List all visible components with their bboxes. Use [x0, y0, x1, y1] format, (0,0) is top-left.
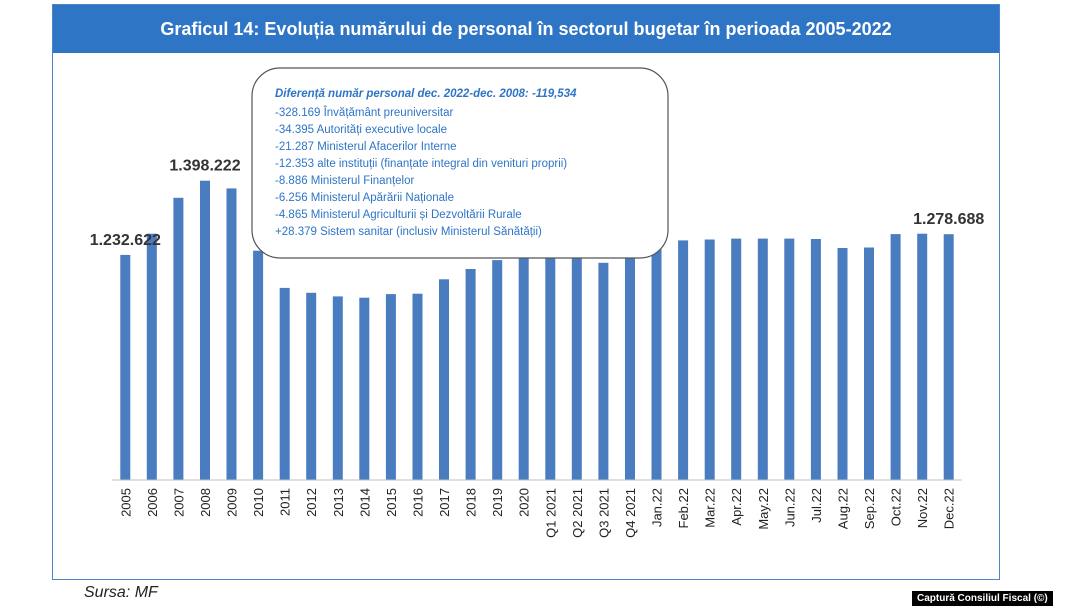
- x-tick-label: 2007: [171, 488, 186, 517]
- annotation-header: Diferență număr personal dec. 2022-dec. …: [275, 88, 577, 100]
- bar-dec-22: [943, 234, 954, 480]
- bar-oct-22: [890, 234, 901, 480]
- x-tick-label: Q1 2021: [543, 488, 558, 538]
- bar-2012: [306, 292, 317, 480]
- x-tick-label: 2006: [145, 488, 160, 517]
- bar-q1-2021: [545, 254, 556, 480]
- x-tick-label: Q2 2021: [570, 488, 585, 538]
- x-tick-label: Feb.22: [676, 488, 691, 528]
- bar-sep-22: [864, 247, 874, 480]
- x-tick-label: 2013: [331, 488, 346, 517]
- x-tick-label: 2018: [464, 488, 479, 517]
- annotation-line: -12.353 alte instituții (finanțate integ…: [275, 158, 567, 170]
- x-tick-label: Aug.22: [836, 488, 851, 529]
- bar-aug-22: [837, 248, 848, 480]
- bar-2006: [146, 233, 157, 480]
- annotation-frame: [251, 67, 669, 259]
- bar-mar-22: [704, 239, 715, 480]
- photo-credit: Captură Consiliul Fiscal (©): [912, 591, 1053, 606]
- x-tick-label: Mar.22: [703, 488, 718, 528]
- bar-may-22: [757, 238, 768, 480]
- bar-2019: [492, 260, 503, 480]
- x-tick-label: 2019: [490, 488, 505, 517]
- x-tick-label: Nov.22: [915, 488, 930, 528]
- x-tick-label: Jul.22: [809, 488, 824, 523]
- x-tick-label: 2020: [517, 488, 532, 517]
- x-tick-label: 2015: [384, 488, 399, 517]
- data-label: 1.398.222: [169, 158, 240, 175]
- annotation-line: -4.865 Ministerul Agriculturii și Dezvol…: [275, 209, 522, 221]
- annotation-line: -21.287 Ministerul Afacerilor Interne: [275, 141, 457, 153]
- bar-2016: [412, 293, 423, 480]
- bar-q4-2021: [625, 243, 635, 480]
- bar-2010: [253, 250, 264, 480]
- x-tick-label: Sep.22: [862, 488, 877, 529]
- bar-jan-22: [651, 239, 662, 480]
- source-note: Sursa: MF: [84, 584, 158, 601]
- x-tick-label: Apr.22: [729, 488, 744, 526]
- annotation-line: +28.379 Sistem sanitar (inclusiv Ministe…: [275, 226, 542, 238]
- x-tick-label: Q4 2021: [623, 488, 638, 538]
- tick-labels-group: 2005 2006 2007 2008 2009 2010 2011 2012 2013 2014…: [118, 488, 956, 538]
- annotation-line: -328.169 Învățământ preuniversitar: [275, 106, 454, 119]
- x-tick-label: May.22: [756, 488, 771, 530]
- annotation-line: -8.886 Ministerul Finanțelor: [275, 175, 415, 187]
- annotation-line: -6.256 Ministerul Apărării Naționale: [275, 192, 454, 204]
- bar-2014: [359, 297, 370, 480]
- annotation-box: Diferență număr personal dec. 2022-dec. …: [251, 67, 669, 259]
- bar-nov-22: [917, 233, 928, 480]
- bar-2007: [173, 197, 184, 481]
- chart-title: Graficul 14: Evoluția numărului de perso…: [53, 5, 999, 53]
- x-tick-label: 2014: [357, 488, 372, 517]
- bar-apr-22: [731, 238, 742, 480]
- annotation-line: -34.395 Autorități executive locale: [275, 124, 447, 136]
- bar-2005: [120, 254, 131, 480]
- bars-group: [120, 180, 954, 481]
- bar-feb-22: [678, 240, 689, 480]
- bar-2020: [518, 255, 529, 480]
- x-tick-label: Q3 2021: [596, 488, 611, 538]
- x-tick-label: 2009: [225, 488, 240, 517]
- bar-2018: [465, 269, 476, 480]
- x-tick-label: 2012: [304, 488, 319, 517]
- bar-q3-2021: [598, 262, 609, 480]
- x-tick-label: 2011: [278, 488, 293, 516]
- x-tick-label: Oct.22: [889, 488, 904, 526]
- x-tick-label: 2010: [251, 488, 266, 517]
- x-tick-label: Jan.22: [650, 488, 665, 527]
- bar-2009: [226, 188, 237, 480]
- bar-2017: [439, 279, 449, 480]
- bar-jun-22: [784, 238, 795, 480]
- x-tick-label: 2017: [437, 488, 452, 517]
- x-tick-label: Dec.22: [942, 488, 957, 529]
- x-tick-label: 2005: [118, 488, 133, 517]
- data-label: 1.232.622: [90, 232, 161, 249]
- bar-jul-22: [810, 239, 821, 480]
- data-label: 1.278.688: [913, 211, 984, 228]
- annotation-lines: -328.169 Învățământ preuniversitar -34.39…: [275, 106, 567, 238]
- x-tick-label: Jun.22: [782, 488, 797, 527]
- bar-2015: [385, 294, 396, 480]
- bar-2011: [279, 287, 290, 480]
- bar-2013: [332, 296, 343, 480]
- x-tick-label: 2008: [198, 488, 213, 517]
- bar-q2-2021: [571, 253, 582, 480]
- bar-2008: [200, 180, 210, 480]
- x-tick-label: 2016: [411, 488, 426, 517]
